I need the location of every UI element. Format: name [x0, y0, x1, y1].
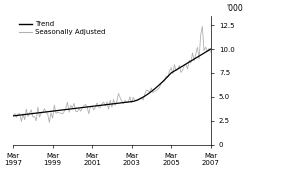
- Text: '000: '000: [226, 4, 243, 13]
- Legend: Trend, Seasonally Adjusted: Trend, Seasonally Adjusted: [19, 21, 106, 36]
